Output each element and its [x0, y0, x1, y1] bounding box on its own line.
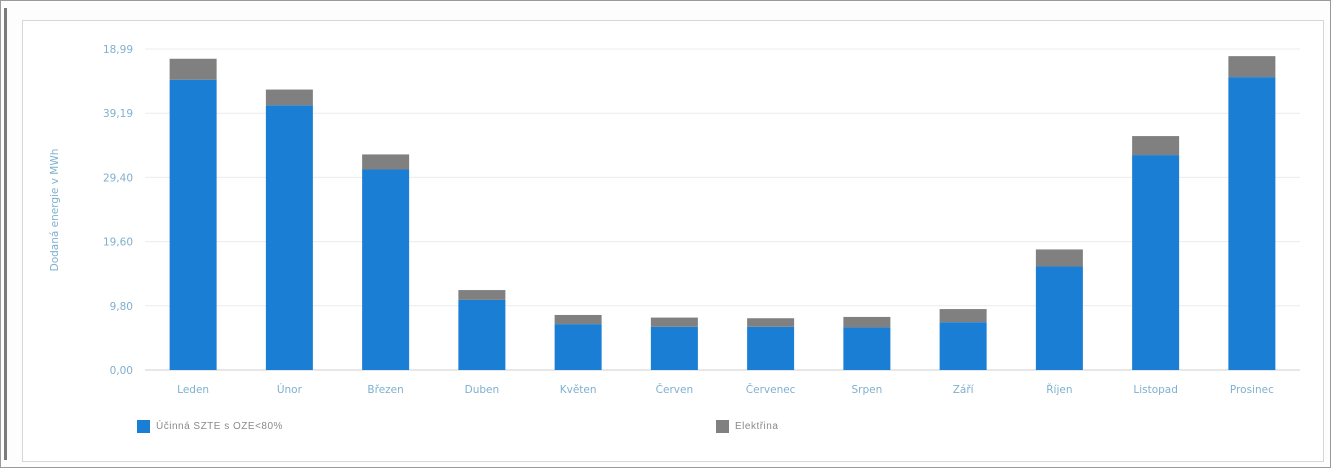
x-tick-label: Červenec [746, 383, 796, 396]
x-tick-label: Duben [465, 384, 500, 396]
x-tick-label: Září [953, 384, 975, 396]
bar-segment-szte [1035, 266, 1083, 370]
y-tick-label: 18,99 [103, 44, 133, 56]
x-tick-label: Květen [560, 384, 597, 396]
x-tick-label: Prosinec [1230, 384, 1274, 396]
bar-segment-szte [554, 324, 602, 370]
legend-swatch-gray [716, 420, 729, 433]
bar-segment-elektrina [650, 317, 698, 327]
bar-segment-szte [169, 79, 217, 370]
bar-segment-szte [939, 322, 987, 370]
legend-swatch-blue [137, 420, 150, 433]
bar-segment-elektrina [458, 290, 506, 300]
x-tick-label: Srpen [851, 384, 882, 396]
x-tick-label: Leden [177, 384, 209, 396]
chart-panel [22, 20, 1324, 462]
legend-label: Elektřina [735, 421, 779, 432]
bar-segment-elektrina [747, 318, 795, 327]
bar-segment-szte [1228, 77, 1276, 370]
grid-lines [145, 48, 1300, 371]
bar-segment-elektrina [265, 89, 313, 106]
bar-segment-elektrina [1132, 136, 1180, 156]
x-tick-label: Listopad [1133, 384, 1178, 396]
y-axis-label: Dodaná energie v MWh [49, 149, 61, 272]
bar-segment-elektrina [362, 154, 410, 170]
left-edge-line [4, 8, 7, 460]
x-tick-labels: Leden Únor Březen Duben Květen Červen Červenec… [177, 383, 1274, 396]
bar-segment-elektrina [1228, 56, 1276, 78]
x-tick-label: Březen [367, 384, 403, 396]
bar-segment-szte [265, 105, 313, 370]
bars [169, 56, 1276, 370]
y-tick-label: 29,40 [103, 172, 133, 184]
y-tick-labels: 0,00 9,80 19,60 29,40 39,19 18,99 [103, 44, 133, 377]
y-tick-label: 9,80 [110, 301, 133, 313]
y-tick-label: 19,60 [103, 237, 133, 249]
bar-segment-szte [1132, 155, 1180, 370]
x-tick-label: Červen [656, 383, 693, 396]
bar-segment-elektrina [554, 314, 602, 325]
bar-segment-szte [747, 326, 795, 370]
bar-segment-elektrina [843, 316, 891, 328]
bar-segment-szte [458, 299, 506, 370]
x-tick-label: Říjen [1046, 383, 1072, 396]
legend-item-series-2: Elektřina [716, 420, 778, 433]
y-tick-label: 0,00 [110, 365, 133, 377]
bar-segment-elektrina [939, 309, 987, 323]
x-tick-label: Únor [277, 383, 303, 396]
bar-segment-szte [843, 327, 891, 370]
legend-item-series-1: Účinná SZTE s OZE<80% [137, 420, 283, 433]
legend-label: Účinná SZTE s OZE<80% [156, 421, 283, 432]
bar-segment-elektrina [169, 58, 217, 80]
y-tick-label: 39,19 [103, 108, 133, 120]
bar-segment-szte [362, 169, 410, 370]
bar-segment-szte [650, 326, 698, 370]
bar-segment-elektrina [1035, 249, 1083, 267]
